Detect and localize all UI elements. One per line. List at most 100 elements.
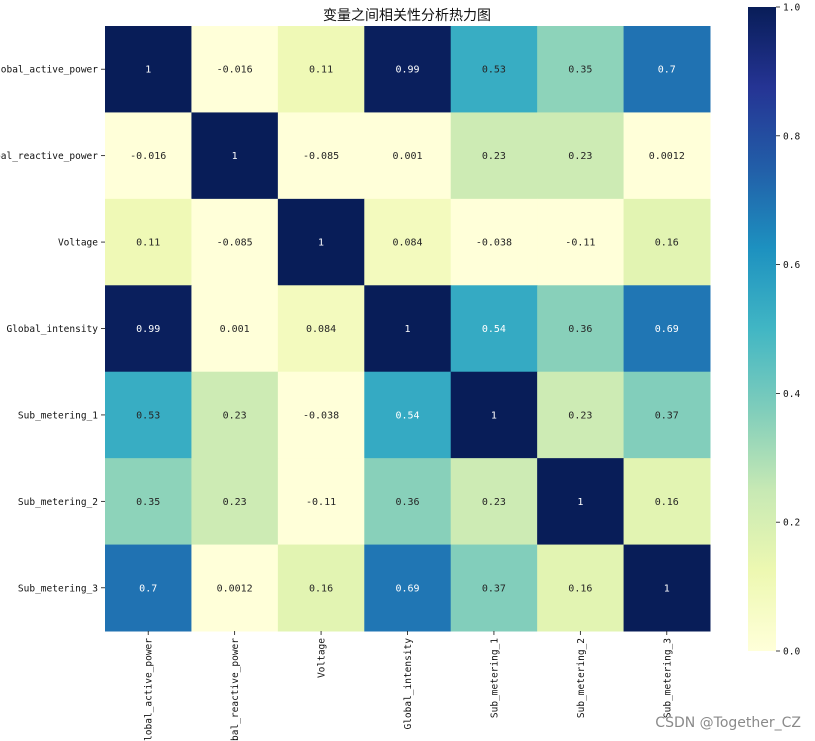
heatmap-cell-6-5 xyxy=(537,544,625,632)
heatmap-value-label: -0.11 xyxy=(565,238,595,249)
x-tick-label: Global_intensity xyxy=(403,638,414,730)
heatmap-cell-6-6 xyxy=(623,544,711,632)
y-tick-label: Global_active_power xyxy=(0,65,98,76)
heatmap-value-label: 0.16 xyxy=(309,583,333,594)
heatmap-value-label: -0.016 xyxy=(217,65,253,76)
heatmap-value-label: 1 xyxy=(664,583,670,594)
heatmap-cell-0-3 xyxy=(364,26,452,113)
heatmap-value-label: 0.16 xyxy=(655,238,679,249)
heatmap-cell-5-6 xyxy=(623,458,711,546)
heatmap-value-label: -0.038 xyxy=(303,410,339,421)
colorbar-tick-label: 0.2 xyxy=(783,518,800,529)
watermark: CSDN @Together_CZ xyxy=(655,715,801,731)
heatmap-cell-1-4 xyxy=(450,112,538,200)
heatmap-value-label: 0.23 xyxy=(482,497,506,508)
heatmap-value-label: 0.0012 xyxy=(217,583,253,594)
heatmap-value-label: 0.36 xyxy=(568,324,592,335)
colorbar-tick-label: 0.4 xyxy=(783,389,800,400)
heatmap-value-label: 0.54 xyxy=(482,324,506,335)
heatmap-cell-2-6 xyxy=(623,198,711,286)
x-tick-label: Sub_metering_3 xyxy=(662,638,673,718)
heatmap-cell-2-1 xyxy=(191,198,279,286)
heatmap-cell-6-4 xyxy=(450,544,538,632)
colorbar-tick-label: 0.8 xyxy=(783,131,800,142)
y-tick-label: Global_reactive_power xyxy=(0,151,98,162)
heatmap-cell-1-1 xyxy=(191,112,279,200)
heatmap-value-label: 0.37 xyxy=(482,583,506,594)
heatmap-cell-4-4 xyxy=(450,371,538,459)
heatmap-value-label: 1 xyxy=(145,65,151,76)
heatmap-value-label: 0.16 xyxy=(568,583,592,594)
heatmap-value-label: 0.53 xyxy=(136,410,160,421)
heatmap-cell-5-1 xyxy=(191,458,279,546)
heatmap-cell-5-4 xyxy=(450,458,538,546)
heatmap-cell-4-0 xyxy=(105,371,192,459)
heatmap-value-label: 0.35 xyxy=(568,65,592,76)
heatmap-value-label: 0.23 xyxy=(223,497,247,508)
chart-title: 变量之间相关性分析热力图 xyxy=(323,8,491,24)
colorbar-tick-label: 1.0 xyxy=(783,3,800,14)
y-tick-label: Sub_metering_2 xyxy=(18,497,98,508)
heatmap-value-label: 0.084 xyxy=(392,238,422,249)
x-axis-ticks: Global_active_power Global_reactive_power… xyxy=(144,631,673,741)
heatmap-value-label: 0.54 xyxy=(395,410,419,421)
heatmap-value-label: -0.11 xyxy=(306,497,336,508)
heatmap-value-label: 0.16 xyxy=(655,497,679,508)
heatmap-value-label: 0.37 xyxy=(655,410,679,421)
heatmap-value-label: 0.0012 xyxy=(649,151,685,162)
heatmap-value-label: 0.23 xyxy=(482,151,506,162)
heatmap-value-label: -0.038 xyxy=(476,238,512,249)
x-tick-label: Sub_metering_1 xyxy=(489,638,500,718)
heatmap-value-label: 0.99 xyxy=(395,65,419,76)
heatmap-cell-3-1 xyxy=(191,285,279,373)
heatmap-cell-3-5 xyxy=(537,285,625,373)
colorbar xyxy=(748,7,776,651)
heatmap-value-label: 0.99 xyxy=(136,324,160,335)
heatmap-cell-0-2 xyxy=(277,26,365,113)
heatmap-cell-5-2 xyxy=(277,458,365,546)
colorbar-tick-label: 0.0 xyxy=(783,647,800,658)
heatmap-cell-6-2 xyxy=(277,544,365,632)
heatmap-value-label: 0.11 xyxy=(309,65,333,76)
heatmap-value-label: 1 xyxy=(232,151,238,162)
heatmap-cell-labels: 1 -0.016 0.11 0.99 0.53 0.35 0.7 -0.016 1 -0.085 0… xyxy=(130,65,685,595)
heatmap-cell-1-3 xyxy=(364,112,452,200)
heatmap-cell-6-3 xyxy=(364,544,452,632)
heatmap-cell-0-0 xyxy=(105,26,192,113)
heatmap-cell-1-2 xyxy=(277,112,365,200)
y-tick-label: Sub_metering_3 xyxy=(18,583,98,594)
colorbar-ticks: 0.0 0.2 0.4 0.6 0.8 1.0 xyxy=(776,3,800,658)
heatmap-cell-2-3 xyxy=(364,198,452,286)
heatmap-value-label: 0.69 xyxy=(395,583,419,594)
heatmap-value-label: 0.001 xyxy=(220,324,250,335)
heatmap-value-label: 0.35 xyxy=(136,497,160,508)
heatmap-value-label: 0.11 xyxy=(136,238,160,249)
heatmap-cell-3-3 xyxy=(364,285,452,373)
heatmap-value-label: 0.7 xyxy=(139,583,157,594)
heatmap-value-label: -0.016 xyxy=(130,151,166,162)
heatmap-cell-6-0 xyxy=(105,544,192,632)
heatmap-cell-5-5 xyxy=(537,458,625,546)
heatmap-cell-0-5 xyxy=(537,26,625,113)
heatmap-cell-3-6 xyxy=(623,285,711,373)
colorbar-tick-label: 0.6 xyxy=(783,260,800,271)
heatmap-cell-1-5 xyxy=(537,112,625,200)
heatmap-cell-2-0 xyxy=(105,198,192,286)
heatmap-cell-2-5 xyxy=(537,198,625,286)
x-tick-label: Global_active_power xyxy=(144,638,155,741)
heatmap-cell-3-0 xyxy=(105,285,192,373)
heatmap-value-label: -0.085 xyxy=(217,238,253,249)
heatmap-cell-4-6 xyxy=(623,371,711,459)
heatmap-cell-5-0 xyxy=(105,458,192,546)
heatmap-cell-1-6 xyxy=(623,112,711,200)
heatmap-value-label: 0.53 xyxy=(482,65,506,76)
heatmap-value-label: 0.23 xyxy=(223,410,247,421)
y-tick-label: Sub_metering_1 xyxy=(18,410,98,421)
heatmap-value-label: 1 xyxy=(318,238,324,249)
x-tick-label: Global_reactive_power xyxy=(230,638,241,741)
heatmap-cell-4-2 xyxy=(277,371,365,459)
heatmap-cell-0-6 xyxy=(623,26,711,113)
heatmap-cell-2-2 xyxy=(277,198,365,286)
heatmap-cell-3-2 xyxy=(277,285,365,373)
